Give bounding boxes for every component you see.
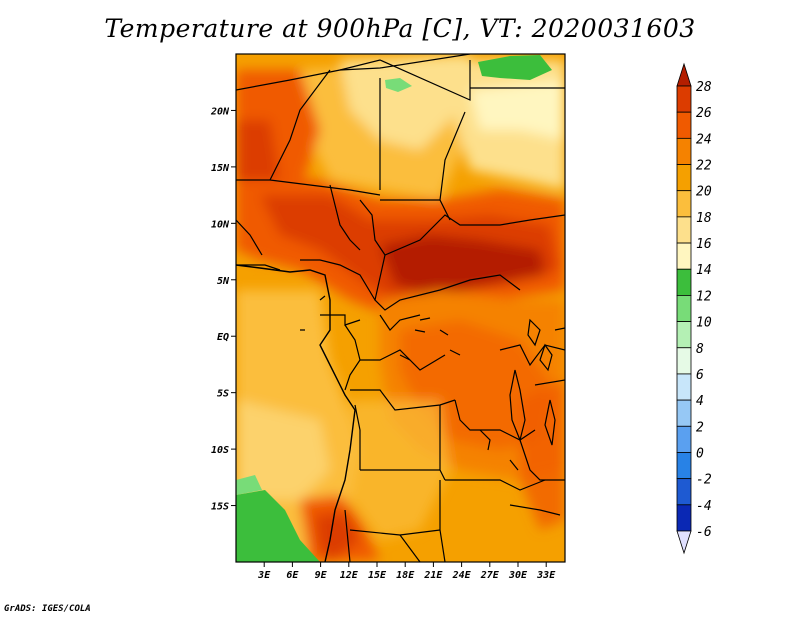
lat-tick-label: 5N <box>217 276 230 287</box>
colorbar-swatch <box>676 85 692 113</box>
colorbar-swatch <box>676 452 692 480</box>
colorbar-swatch <box>676 504 692 532</box>
colorbar-label: 14 <box>696 263 712 278</box>
temperature-field <box>236 54 565 562</box>
lon-tick-label: 30E <box>508 570 528 581</box>
colorbar-label: 22 <box>696 159 712 174</box>
colorbar-swatch <box>676 399 692 427</box>
colorbar-swatch <box>676 268 692 296</box>
colorbar-label: 16 <box>696 237 712 252</box>
colorbar-label: 10 <box>696 316 712 331</box>
colorbar-swatch <box>676 347 692 375</box>
lon-tick-label: 21E <box>423 570 443 581</box>
lon-tick-label: 15E <box>368 570 387 581</box>
lat-tick-label: 10S <box>211 445 229 456</box>
colorbar-label: -2 <box>696 473 712 488</box>
colorbar-label: 8 <box>696 342 704 357</box>
colorbar-label: 4 <box>696 394 704 409</box>
grads-credit: GrADS: IGES/COLA <box>4 604 91 614</box>
colorbar-label: 20 <box>696 185 712 200</box>
colorbar-label: 28 <box>696 80 712 95</box>
colorbar-swatch <box>676 321 692 349</box>
lat-tick-label: 15N <box>211 163 230 174</box>
colorbar-label: 26 <box>696 106 712 121</box>
colorbar-swatch <box>676 190 692 218</box>
map-title: Temperature at 900hPa [C], VT: 202003160… <box>104 14 696 43</box>
lat-tick-label: 10N <box>211 219 230 230</box>
colorbar-swatch <box>676 164 692 192</box>
colorbar-label: 24 <box>696 132 712 147</box>
colorbar-label: 0 <box>696 446 704 461</box>
lon-tick-label: 12E <box>340 570 359 581</box>
colorbar-label: 18 <box>696 211 712 226</box>
latitude-axis: 20N 15N 10N 5N EQ 5S 10S 15S <box>210 106 236 513</box>
lat-tick-label: EQ <box>217 332 229 343</box>
longitude-axis: 3E 6E 9E 12E 15E 18E 21E 24E 27E 30E 33E <box>257 562 556 581</box>
colorbar-swatch <box>676 373 692 401</box>
plot-frame <box>235 53 566 563</box>
colorbar-swatch <box>676 242 692 270</box>
colorbar-label: -6 <box>696 525 712 540</box>
lat-tick-label: 20N <box>210 106 230 117</box>
colorbar-swatch <box>676 478 692 506</box>
colorbar-top-arrow <box>676 62 692 87</box>
colorbar-label: 12 <box>696 289 712 304</box>
colorbar-swatch <box>676 425 692 453</box>
colorbar-label: -4 <box>696 499 712 514</box>
colorbar-swatch <box>676 216 692 244</box>
colorbar-label: 2 <box>696 420 704 435</box>
colorbar-swatch <box>676 137 692 165</box>
colorbar-bottom-arrow <box>676 530 692 555</box>
lon-tick-label: 33E <box>536 570 556 581</box>
lon-tick-label: 6E <box>286 570 299 581</box>
colorbar-swatch <box>676 111 692 139</box>
colorbar-label: 6 <box>696 368 704 383</box>
lon-tick-label: 9E <box>315 570 328 581</box>
country-borders <box>236 54 565 562</box>
lon-tick-label: 18E <box>396 570 415 581</box>
colorbar-swatch <box>676 295 692 322</box>
lat-tick-label: 5S <box>217 389 229 400</box>
lon-tick-label: 24E <box>452 570 472 581</box>
lat-tick-label: 15S <box>211 502 229 513</box>
lon-tick-label: 27E <box>480 570 500 581</box>
lon-tick-label: 3E <box>257 570 271 581</box>
